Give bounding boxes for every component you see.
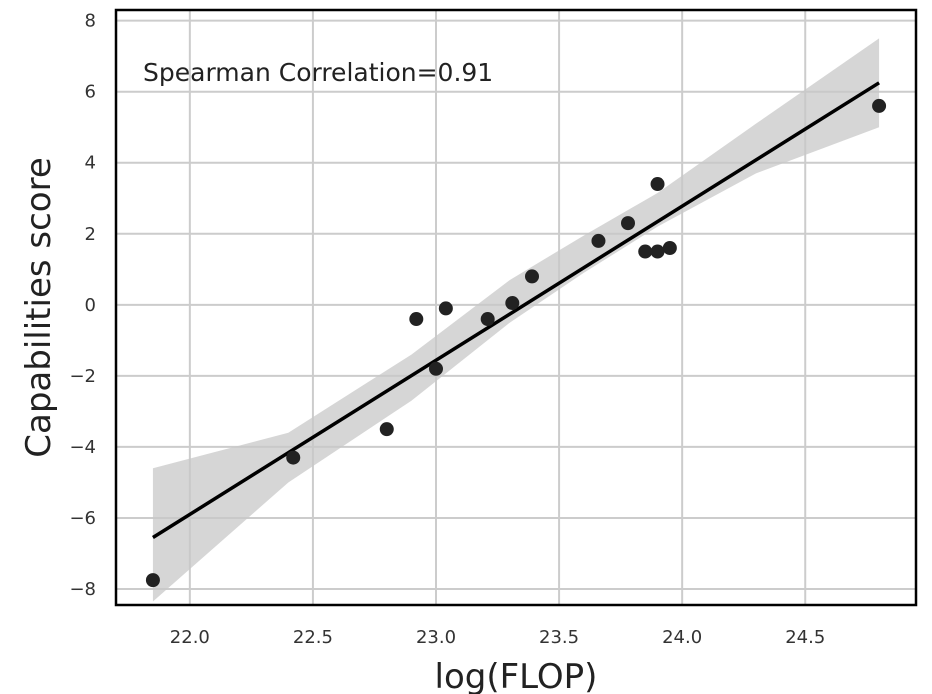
data-point [286,450,301,465]
data-point [621,216,635,231]
data-point [638,244,653,259]
y-tick-label: 8 [85,11,96,32]
y-tick-label: 2 [85,224,96,245]
correlation-annotation: Spearman Correlation=0.91 [143,58,493,87]
data-point [662,241,677,255]
x-tick-label: 22.5 [293,627,333,648]
x-tick-label: 23.0 [416,627,456,648]
data-point [872,98,887,113]
plot-frame [114,8,918,607]
y-axis-title: Capabilities score [19,157,59,458]
data-point [429,361,443,376]
data-points [145,98,887,588]
y-tick-label: 0 [85,295,96,316]
y-tick-label: −6 [69,508,96,529]
data-point [525,269,539,284]
data-point [505,296,520,311]
y-tick-label: −8 [69,579,96,600]
x-axis-title: log(FLOP) [435,657,598,694]
data-point [379,422,394,437]
regression-line [151,81,881,539]
data-point [480,312,495,327]
x-tick-label: 23.5 [539,627,579,648]
x-tick-label: 24.5 [785,627,825,648]
x-tick-labels: 22.0 22.5 23.0 23.5 24.0 24.5 [170,627,825,648]
data-point [591,233,606,248]
y-tick-label: 4 [85,153,96,174]
data-point [145,573,160,588]
data-point [438,301,453,316]
confidence-band [152,38,880,602]
data-point [650,244,665,259]
data-point [409,312,424,327]
data-point [650,177,665,192]
y-tick-label: 6 [85,82,96,103]
x-tick-label: 24.0 [662,627,702,648]
y-tick-labels: −8 −6 −4 −2 0 2 4 6 8 [69,11,96,600]
x-tick-label: 22.0 [170,627,210,648]
y-tick-label: −2 [69,366,96,387]
y-tick-label: −4 [69,437,96,458]
